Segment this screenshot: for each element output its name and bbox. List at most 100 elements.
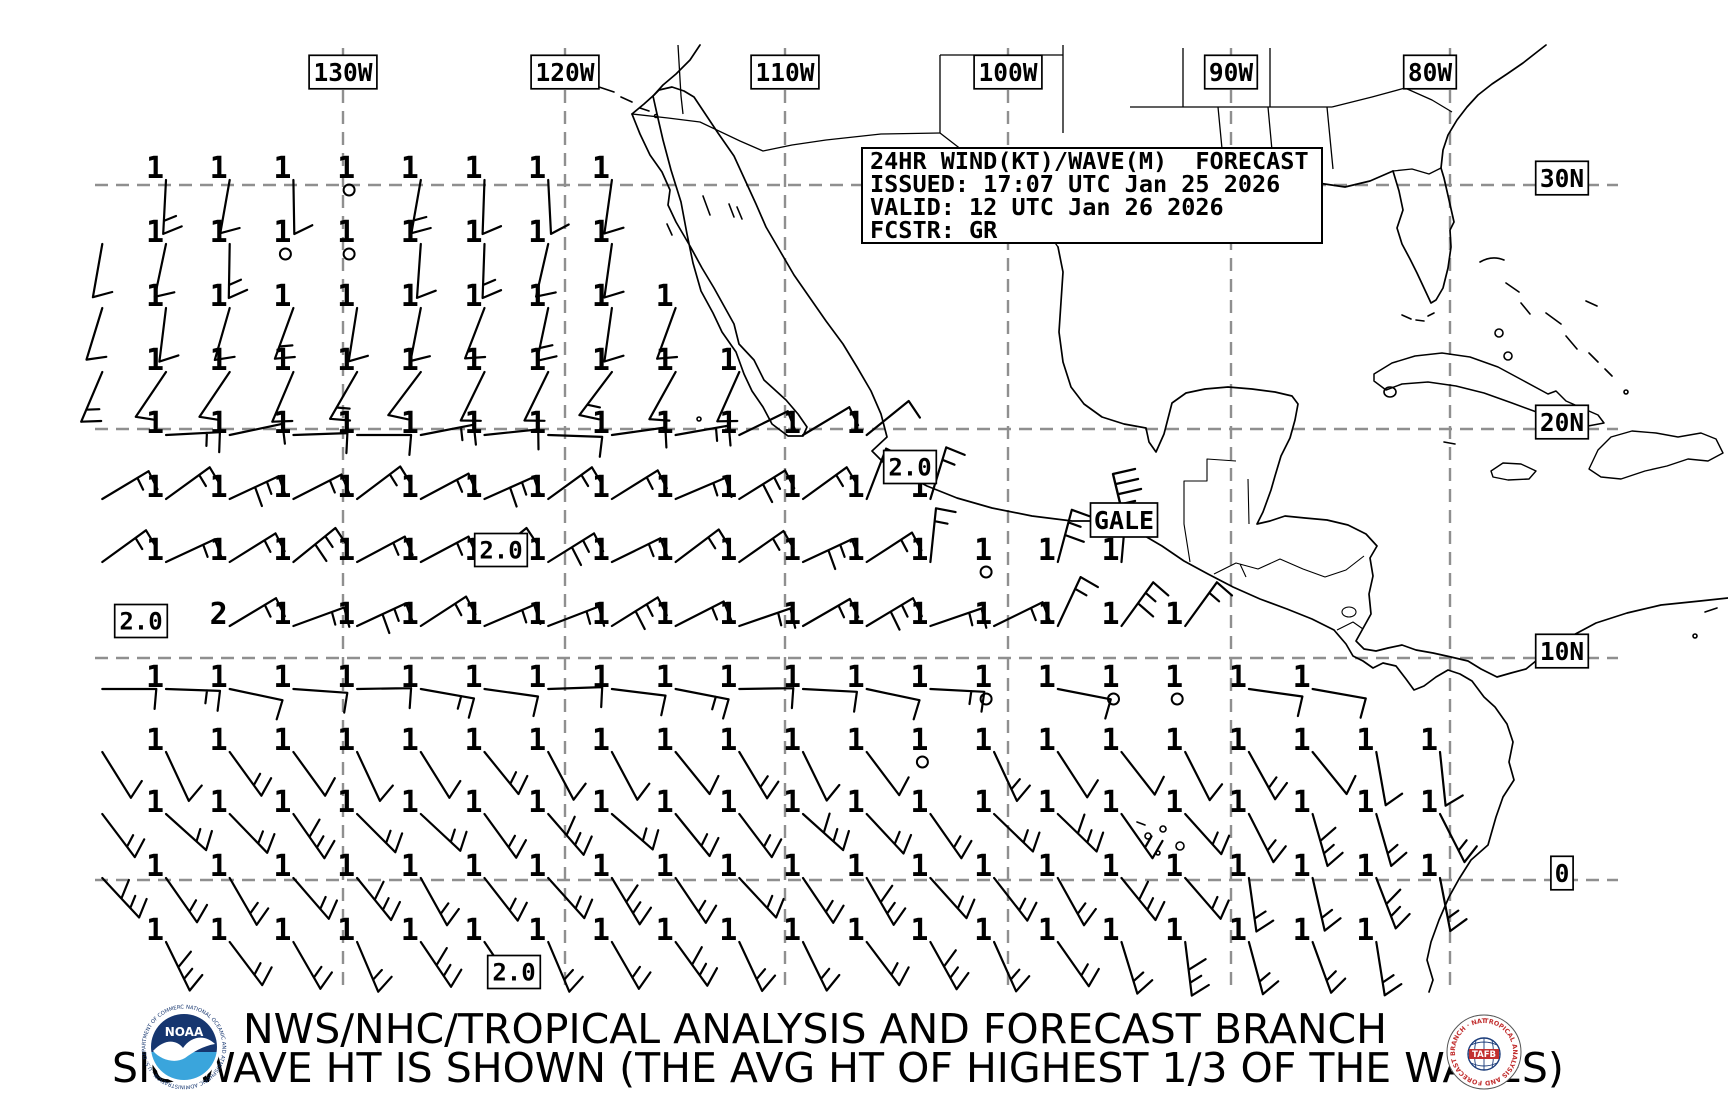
wind-barb-icon	[164, 538, 223, 564]
wave-height-value: 1	[1038, 785, 1056, 820]
wind-barb-icon	[1375, 812, 1408, 867]
wind-barb-icon	[292, 432, 349, 455]
station: 1	[146, 785, 213, 852]
wind-barb-stations: 1 1 1 1 1 1 1 1 1 1 1 1 1 1 1 1 1 1 1 1 1 1 1 1 1 1 1 1 1 1 1 1 1 1 1 1 1 1 1 1…	[80, 151, 1478, 997]
tafb-logo: TROPICAL ANALYSIS AND FORECAST BRANCH · …	[1446, 1014, 1522, 1090]
station: 1	[719, 660, 795, 710]
wave-height-value: 1	[464, 723, 482, 758]
station	[101, 529, 158, 564]
station: 1	[401, 279, 431, 363]
calm-wind-icon	[915, 755, 929, 769]
wind-barb-icon	[674, 528, 731, 564]
station: 1	[528, 597, 606, 632]
station: 1	[783, 660, 858, 713]
wind-barb-icon	[1056, 576, 1099, 628]
wave-height-value: 1	[656, 597, 674, 632]
wave-height-value: 1	[273, 343, 291, 378]
map-labels: 130W 120W 110W 100W 90W 80W 30N 20N 10N 0 2.0 2.0 2.…	[113, 54, 1590, 990]
station: 1	[648, 343, 677, 422]
wind-barb-icon	[993, 876, 1038, 922]
calm-wind-icon	[278, 247, 292, 261]
wave-height-value: 1	[592, 215, 610, 250]
wave-height-value: 1	[1229, 849, 1247, 884]
station: 1	[273, 849, 338, 920]
wave-height-value: 1	[910, 849, 928, 884]
parallel-label-20N-text: 20N	[1540, 408, 1584, 437]
station: 1	[464, 215, 503, 300]
wind-barb-icon	[1247, 876, 1275, 933]
station: 1	[528, 785, 593, 856]
station: 1	[1101, 723, 1165, 796]
wind-barb-icon	[1120, 812, 1164, 860]
calm-wind-icon	[342, 247, 356, 261]
wind-barb-icon	[347, 306, 369, 363]
wind-barb-icon	[419, 687, 476, 719]
wave-height-value: 1	[146, 723, 164, 758]
wave-height-value: 1	[401, 406, 419, 441]
wave-height-value: 1	[847, 406, 865, 441]
wave-height-value: 1	[592, 660, 610, 695]
station: 1	[337, 465, 412, 505]
station: 1	[783, 913, 841, 992]
cuba-coast	[1373, 352, 1605, 427]
station: 1	[337, 849, 401, 922]
wave-height-value: 1	[1293, 913, 1311, 948]
parallel-label-10N-frame	[1534, 633, 1590, 669]
wind-barb-icon	[227, 242, 249, 300]
gulf-of-california-islands	[666, 195, 743, 236]
wave-height-value: 1	[401, 533, 419, 568]
wave-height-value: 1	[656, 849, 674, 884]
wave-height-value: 1	[146, 533, 164, 568]
wave-height-value: 1	[401, 343, 419, 378]
station: 1	[783, 849, 845, 924]
wind-barb-icon	[929, 507, 957, 564]
wave-height-value: 1	[592, 597, 610, 632]
galapagos-island	[1136, 821, 1146, 826]
station: 1	[528, 913, 584, 993]
station: 1	[1420, 723, 1464, 807]
wind-barb-icon	[164, 431, 221, 454]
wave-height-value: 1	[847, 597, 865, 632]
station: 1	[719, 849, 785, 919]
wind-barb-icon	[929, 876, 976, 920]
wind-barb-icon	[483, 876, 528, 922]
wind-barb-icon	[198, 370, 231, 421]
station: 1	[1101, 913, 1154, 995]
station: 1	[1420, 785, 1478, 864]
wind-barb-icon	[865, 687, 921, 721]
wind-barb-icon	[292, 606, 351, 628]
station: 1	[910, 597, 988, 632]
wind-barb-icon	[1120, 581, 1170, 628]
wind-barb-icon	[578, 370, 613, 421]
station: 1	[146, 151, 183, 235]
station: 1	[910, 507, 957, 568]
station: 1	[146, 406, 221, 454]
meridian-label-80W-frame	[1402, 54, 1458, 90]
wave-height-value: 1	[592, 279, 610, 314]
wind-barb-icon	[329, 370, 359, 422]
wave-height-value: 1	[1101, 785, 1119, 820]
wave-height-value: 1	[273, 533, 291, 568]
station: 1	[847, 913, 910, 987]
wind-barb-icon	[1056, 750, 1099, 799]
wind-barb-icon	[164, 812, 213, 852]
parallel-label-0-text: 0	[1555, 859, 1570, 888]
station: 1	[719, 406, 797, 441]
station: 1	[146, 849, 209, 924]
wind-barb-icon	[292, 473, 351, 501]
wind-barb-icon	[162, 178, 183, 235]
station: 1	[273, 470, 351, 505]
wave-contour-label-frame	[486, 954, 542, 990]
station: 1	[1038, 723, 1099, 799]
wind-barb-icon	[1056, 508, 1092, 564]
station: 1	[656, 597, 733, 632]
wind-barb-icon	[292, 526, 348, 564]
wave-height-value: 1	[146, 849, 164, 884]
wave-height-value: 1	[464, 215, 482, 250]
wave-height-value: 1	[146, 470, 164, 505]
wave-height-value: 1	[401, 151, 419, 186]
wave-height-value: 1	[719, 533, 737, 568]
footer-wave-note: SIG WAVE HT IS SHOWN (THE AVG HT OF HIGH…	[112, 1044, 1564, 1092]
wind-barb-icon	[865, 597, 923, 631]
wave-height-value: 1	[1165, 660, 1183, 695]
